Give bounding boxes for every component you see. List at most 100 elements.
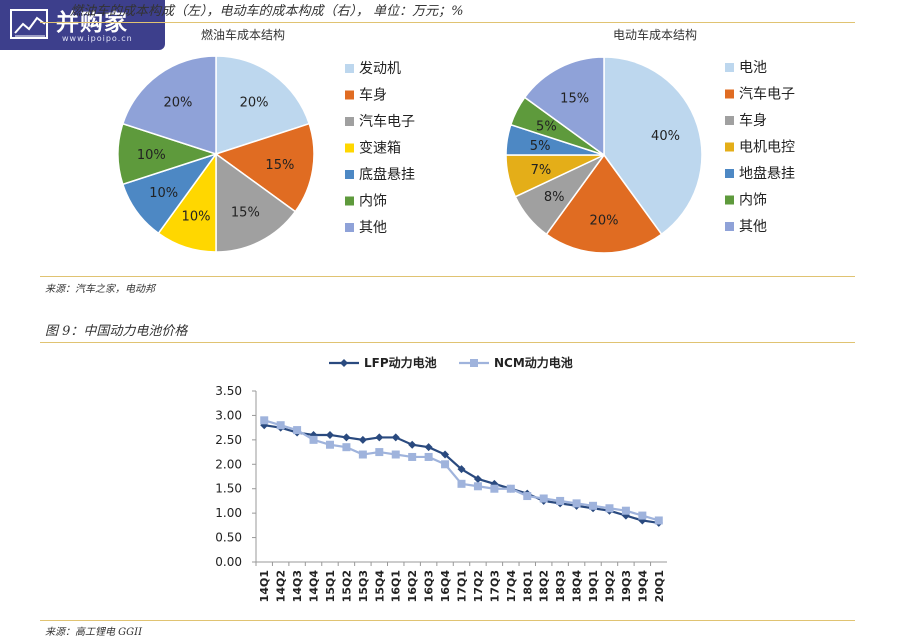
pie-chart-fuel-car: 燃油车成本结构 20% 发动机 15% 车身 15% 汽车电子 10% 变速箱 10% 底盘悬挂 10… xyxy=(117,27,415,253)
x-tick-label: 17Q2 xyxy=(472,570,485,602)
ncm-point xyxy=(391,450,400,459)
ncm-point xyxy=(457,479,466,488)
logo-name: 并购家 xyxy=(56,10,128,36)
legend-label-5: 内饰 xyxy=(739,193,767,209)
lfp-point xyxy=(621,511,630,520)
ncm-point xyxy=(408,452,417,461)
x-tick-label: 16Q1 xyxy=(390,570,403,602)
legend-label-3: 电机电控 xyxy=(739,140,795,156)
pie-slice-2 xyxy=(215,152,297,253)
pie-value-label-0: 20% xyxy=(240,96,269,111)
pie-value-label-5: 5% xyxy=(536,120,557,135)
pie-slice-1 xyxy=(214,122,315,213)
pie-slice-6 xyxy=(523,56,605,157)
ncm-point xyxy=(441,460,450,469)
legend-swatch-0 xyxy=(725,63,734,72)
x-tick-label: 19Q2 xyxy=(603,570,616,602)
legend-label-1: 车身 xyxy=(359,87,387,104)
ncm-point xyxy=(342,443,351,452)
y-tick-label: 2.00 xyxy=(215,457,242,471)
pie-value-label-4: 10% xyxy=(149,186,178,201)
x-tick-label: 18Q2 xyxy=(538,570,551,602)
legend-label-4: 底盘悬挂 xyxy=(359,166,415,183)
y-tick-label: 0.50 xyxy=(215,531,242,545)
x-tick-label: 19Q4 xyxy=(636,570,649,603)
legend-marker-1 xyxy=(470,359,478,367)
ncm-point xyxy=(654,516,663,525)
legend-label-0: 电池 xyxy=(739,60,767,76)
legend-label-5: 内饰 xyxy=(359,194,387,210)
lfp-point xyxy=(375,433,384,442)
x-tick-label: 15Q1 xyxy=(324,570,337,602)
legend-swatch-1 xyxy=(345,90,354,100)
y-tick-label: 0.00 xyxy=(215,555,242,569)
lfp-point xyxy=(325,430,334,439)
ncm-point xyxy=(473,482,482,491)
x-tick-label: 20Q1 xyxy=(653,570,666,602)
ncm-point xyxy=(605,504,614,513)
pie-value-label-1: 20% xyxy=(590,214,619,229)
pie-chart-electric-car: 电动车成本结构 40% 电池 20% 汽车电子 8% 车身 7% 电机电控 5% 地盘悬挂 5% 内饰 1… xyxy=(505,27,795,254)
divider-mid xyxy=(40,276,855,277)
lfp-point xyxy=(424,443,433,452)
lfp-point xyxy=(408,440,417,449)
logo-chart-icon xyxy=(10,9,48,39)
y-tick-label: 2.50 xyxy=(215,433,242,447)
x-tick-label: 14Q2 xyxy=(275,570,288,602)
figure-caption-top: 燃油车的成本构成（左），电动车的成本构成（右）， 单位：万元；% xyxy=(70,4,464,19)
legend-swatch-3 xyxy=(725,142,734,152)
pie-value-label-0: 40% xyxy=(651,129,680,144)
x-tick-label: 19Q1 xyxy=(587,570,600,602)
pie-title: 燃油车成本结构 xyxy=(201,27,285,42)
legend-label-1: NCM动力电池 xyxy=(494,355,573,370)
source-bottom: 来源：高工锂电 GGII xyxy=(45,627,143,638)
legend-swatch-6 xyxy=(345,223,354,232)
pie-value-label-6: 15% xyxy=(560,91,589,106)
lfp-point xyxy=(391,433,400,442)
divider-top xyxy=(40,22,855,23)
x-tick-label: 16Q4 xyxy=(439,570,452,603)
x-tick-label: 15Q2 xyxy=(340,570,353,602)
x-tick-label: 16Q2 xyxy=(406,570,419,602)
pie-value-label-2: 15% xyxy=(231,206,260,221)
y-tick-label: 3.50 xyxy=(215,384,242,398)
ncm-point xyxy=(506,484,515,493)
ncm-point xyxy=(539,494,548,503)
ncm-point xyxy=(490,484,499,493)
ncm-point xyxy=(309,435,318,444)
legend-label-2: 汽车电子 xyxy=(359,113,415,130)
x-tick-label: 14Q3 xyxy=(291,570,304,602)
x-tick-label: 14Q1 xyxy=(258,570,271,602)
legend-swatch-6 xyxy=(725,222,734,231)
logo-url: www.ipoipo.cn xyxy=(62,34,133,43)
ncm-point xyxy=(556,496,565,505)
x-tick-label: 19Q3 xyxy=(620,570,633,602)
legend-swatch-4 xyxy=(345,170,354,179)
legend-swatch-5 xyxy=(345,196,354,206)
ncm-point xyxy=(293,426,302,435)
x-tick-label: 17Q4 xyxy=(505,570,518,603)
series-line-0 xyxy=(264,424,659,525)
pie-value-label-3: 7% xyxy=(531,163,552,178)
lfp-point xyxy=(441,450,450,459)
legend-marker-0 xyxy=(340,359,348,367)
ncm-point xyxy=(523,492,532,501)
legend-label-6: 其他 xyxy=(359,220,387,236)
legend-swatch-0 xyxy=(345,64,354,73)
divider-bottom xyxy=(40,620,855,621)
y-tick-label: 1.50 xyxy=(215,482,242,496)
x-tick-label: 18Q1 xyxy=(521,570,534,602)
legend-swatch-5 xyxy=(725,195,734,205)
x-tick-label: 16Q3 xyxy=(423,570,436,602)
pie-value-label-4: 5% xyxy=(530,139,551,154)
figure9-caption: 图 9：中国动力电池价格 xyxy=(45,324,188,339)
x-tick-label: 18Q3 xyxy=(554,570,567,602)
ncm-point xyxy=(424,452,433,461)
ncm-point xyxy=(638,511,647,520)
ncm-point xyxy=(621,506,630,515)
lfp-point xyxy=(342,433,351,442)
x-tick-label: 17Q3 xyxy=(488,570,501,602)
legend-label-1: 汽车电子 xyxy=(739,86,795,103)
legend-label-4: 地盘悬挂 xyxy=(739,165,795,182)
y-tick-label: 3.00 xyxy=(215,408,242,422)
